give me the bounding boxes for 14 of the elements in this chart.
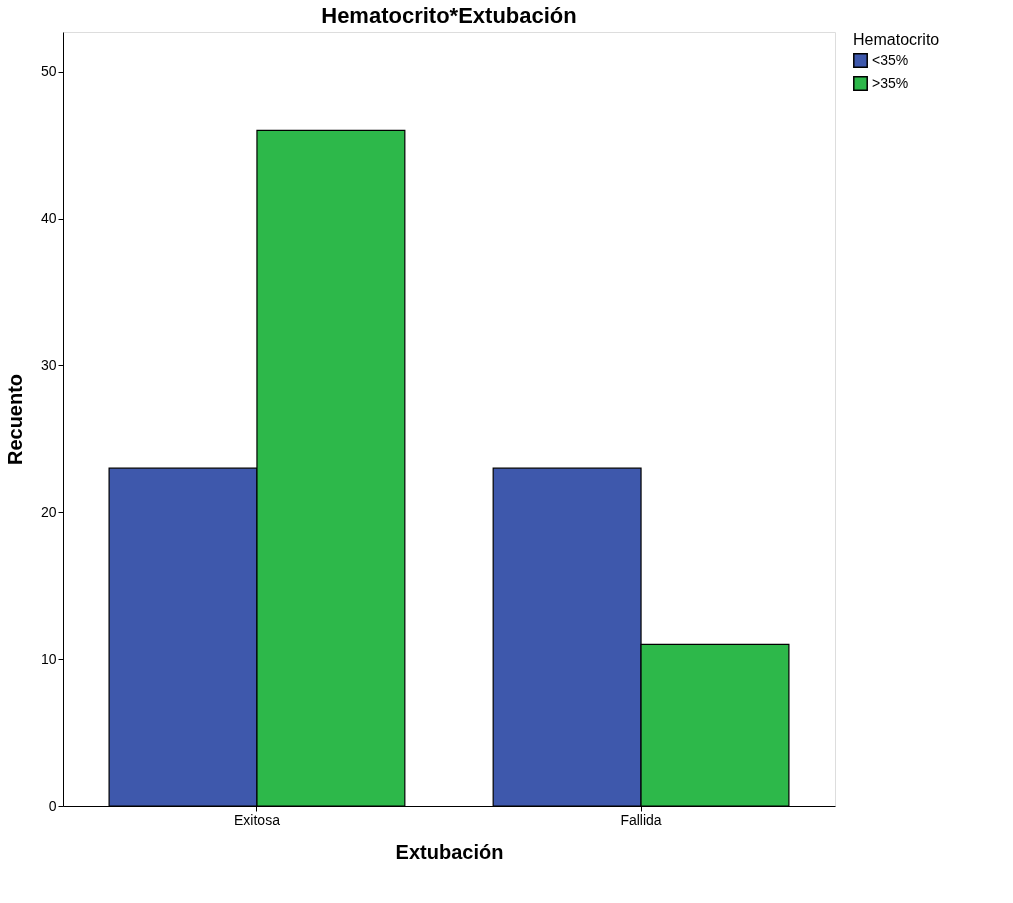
y-tick-label: 0 <box>48 797 57 814</box>
y-tick-label: 50 <box>40 63 57 80</box>
y-tick-label: 20 <box>40 503 57 520</box>
y-tick-label: 40 <box>40 210 57 227</box>
legend-label: <35% <box>872 51 909 68</box>
y-tick-label: 30 <box>40 356 57 373</box>
legend-label: >35% <box>872 74 909 91</box>
x-tick-label: Fallida <box>620 811 662 828</box>
legend-title: Hematocrito <box>853 31 940 48</box>
x-tick-label: Exitosa <box>234 811 281 828</box>
x-axis-title: Extubación <box>395 840 504 863</box>
y-axis-title: Recuento <box>3 373 26 466</box>
chart-title: Hematocrito*Extubación <box>321 3 577 28</box>
y-tick-label: 10 <box>40 650 57 667</box>
